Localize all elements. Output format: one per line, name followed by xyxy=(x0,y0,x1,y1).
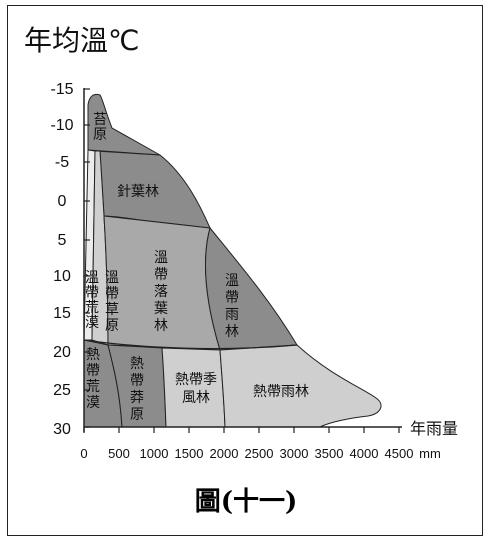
x-tick-label: 3000 xyxy=(280,446,309,461)
y-tick-label: 15 xyxy=(53,305,71,322)
biome-labels: 苔原 針葉林 溫帶荒漠 溫帶草原 溫帶落葉林 溫帶雨林 熱帶荒漠 熱帶莽原 熱帶… xyxy=(85,111,309,423)
label-temperate-deciduous: 溫帶落葉林 xyxy=(154,250,168,334)
label-tropical-monsoon: 熱帶季風林 xyxy=(175,372,217,406)
x-tick-label: 3500 xyxy=(315,446,344,461)
label-temperate-grassland: 溫帶草原 xyxy=(105,270,119,334)
y-tick-label: 10 xyxy=(53,268,71,285)
y-tick-label: 0 xyxy=(58,193,67,210)
y-tick-label: 5 xyxy=(58,232,67,249)
x-tick-label: 4000 xyxy=(350,446,379,461)
y-tick-label: -10 xyxy=(50,117,73,134)
label-tundra: 苔原 xyxy=(93,111,107,143)
y-tick-labels: -15 -10 -5 0 5 10 15 20 25 30 xyxy=(50,81,73,438)
x-tick-label: 4500 xyxy=(385,446,414,461)
x-tick-label: 1500 xyxy=(175,446,204,461)
y-tick-label: 25 xyxy=(53,382,71,399)
x-unit-label: mm xyxy=(419,446,441,461)
y-tick-marks xyxy=(84,88,90,428)
x-tick-label: 0 xyxy=(80,446,87,461)
y-tick-label: -5 xyxy=(55,154,69,171)
y-tick-label: 20 xyxy=(53,344,71,361)
x-tick-label: 1000 xyxy=(140,446,169,461)
y-tick-label: 30 xyxy=(53,421,71,438)
x-tick-labels: 0 500 1000 1500 2000 2500 3000 3500 4000… xyxy=(80,446,440,461)
x-axis-title: 年雨量 xyxy=(410,420,458,438)
boundary-line xyxy=(83,339,298,350)
label-coniferous: 針葉林 xyxy=(117,184,159,200)
biome-regions xyxy=(83,93,382,428)
label-tropical-savanna: 熱帶莽原 xyxy=(130,356,144,423)
label-tropical-rain: 熱帶雨林 xyxy=(253,384,309,400)
y-tick-label: -15 xyxy=(50,81,73,98)
figure-caption: 圖(十一) xyxy=(195,487,298,517)
label-temperate-rain: 溫帶雨林 xyxy=(225,273,239,340)
region-temperate-rain xyxy=(204,226,298,351)
label-temperate-desert: 溫帶荒漠 xyxy=(85,270,99,331)
region-tropical-rain xyxy=(219,344,382,428)
x-tick-marks xyxy=(83,427,400,433)
x-tick-label: 500 xyxy=(108,446,130,461)
axes xyxy=(83,88,402,433)
y-axis-title: 年均溫℃ xyxy=(24,24,139,57)
label-tropical-desert: 熱帶荒漠 xyxy=(86,347,100,411)
x-tick-label: 2500 xyxy=(245,446,274,461)
x-tick-label: 2000 xyxy=(210,446,239,461)
